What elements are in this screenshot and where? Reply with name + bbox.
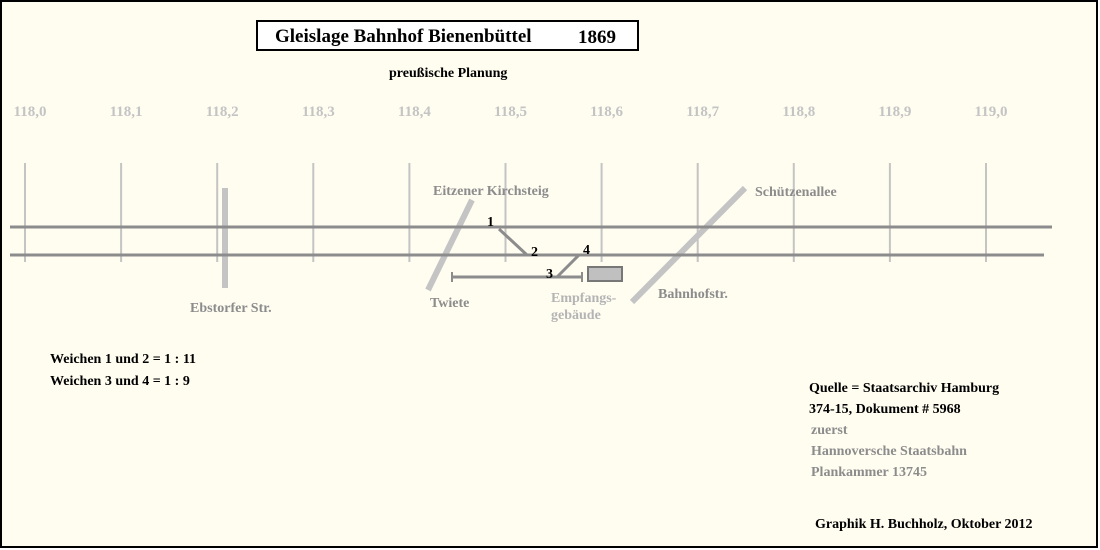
credit: Graphik H. Buchholz, Oktober 2012 [815, 517, 1033, 532]
km-label: 118,8 [782, 104, 815, 120]
building-label: Empfangs- [551, 291, 617, 306]
km-label: 118,1 [110, 104, 143, 120]
street-label: Schützenallee [755, 185, 837, 200]
switch-number: 4 [583, 243, 590, 258]
street-label: Eitzener Kirchsteig [433, 184, 549, 199]
switch-track [497, 227, 529, 257]
source: Hannoversche Staatsbahn [811, 444, 967, 459]
source: Quelle = Staatsarchiv Hamburg [809, 381, 999, 396]
km-label: 119,0 [975, 104, 1008, 120]
switch-number: 3 [546, 267, 553, 282]
subtitle: preußische Planung [389, 66, 507, 81]
street [629, 185, 748, 305]
km-label: 118,5 [494, 104, 527, 120]
km-label: 118,4 [398, 104, 431, 120]
note: Weichen 1 und 2 = 1 : 11 [50, 352, 196, 367]
title: Gleislage Bahnhof Bienenbüttel [275, 26, 532, 47]
station-building [587, 266, 623, 282]
street-label: Ebstorfer Str. [190, 301, 272, 316]
title-box [256, 20, 639, 51]
year: 1869 [578, 27, 616, 48]
switch-number: 1 [487, 215, 494, 230]
street-label: Bahnhofstr. [658, 287, 728, 302]
note: Weichen 3 und 4 = 1 : 9 [50, 374, 190, 389]
source: 374-15, Dokument # 5968 [809, 402, 961, 417]
street-label: Twiete [430, 296, 469, 311]
switch-number: 2 [531, 245, 538, 260]
km-scale: 118,0 118,1 118,2 118,3 118,4 118,5 118,6 118,7… [14, 104, 1008, 262]
km-label: 118,6 [590, 104, 623, 120]
km-label: 118,9 [878, 104, 911, 120]
km-label: 118,0 [14, 104, 47, 120]
street [425, 198, 475, 292]
building-label: gebäude [551, 308, 601, 323]
km-label: 118,7 [686, 104, 719, 120]
source: Plankammer 13745 [811, 465, 927, 480]
switch-track [555, 253, 581, 279]
km-label: 118,3 [302, 104, 335, 120]
km-label: 118,2 [206, 104, 239, 120]
source: zuerst [811, 423, 848, 438]
